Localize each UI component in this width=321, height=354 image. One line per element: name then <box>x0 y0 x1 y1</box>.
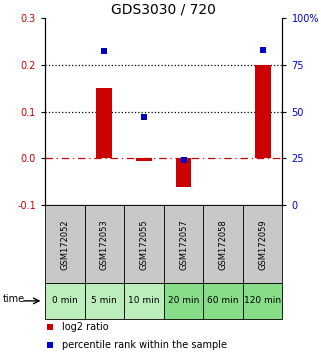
Text: 5 min: 5 min <box>91 296 117 306</box>
Text: log2 ratio: log2 ratio <box>62 322 108 332</box>
Text: GSM172058: GSM172058 <box>219 219 228 270</box>
Bar <box>45 283 84 319</box>
Bar <box>136 159 152 161</box>
Bar <box>124 205 164 283</box>
Bar <box>176 159 191 187</box>
Text: GSM172055: GSM172055 <box>139 219 148 270</box>
Bar <box>96 88 112 159</box>
Text: GSM172057: GSM172057 <box>179 219 188 270</box>
Text: 0 min: 0 min <box>52 296 78 306</box>
Text: 20 min: 20 min <box>168 296 199 306</box>
Bar <box>203 283 243 319</box>
Bar <box>84 283 124 319</box>
Text: GSM172059: GSM172059 <box>258 219 267 270</box>
Text: time: time <box>3 294 25 304</box>
Bar <box>243 205 282 283</box>
Bar <box>164 283 203 319</box>
Bar <box>164 205 203 283</box>
Title: GDS3030 / 720: GDS3030 / 720 <box>111 2 216 17</box>
Bar <box>45 205 84 283</box>
Bar <box>84 205 124 283</box>
Bar <box>243 283 282 319</box>
Text: GSM172052: GSM172052 <box>60 219 69 270</box>
Text: percentile rank within the sample: percentile rank within the sample <box>62 340 227 350</box>
Text: GSM172053: GSM172053 <box>100 219 109 270</box>
Bar <box>203 205 243 283</box>
Text: 60 min: 60 min <box>207 296 239 306</box>
Text: 10 min: 10 min <box>128 296 160 306</box>
Text: 120 min: 120 min <box>244 296 281 306</box>
Bar <box>124 283 164 319</box>
Bar <box>255 65 271 159</box>
